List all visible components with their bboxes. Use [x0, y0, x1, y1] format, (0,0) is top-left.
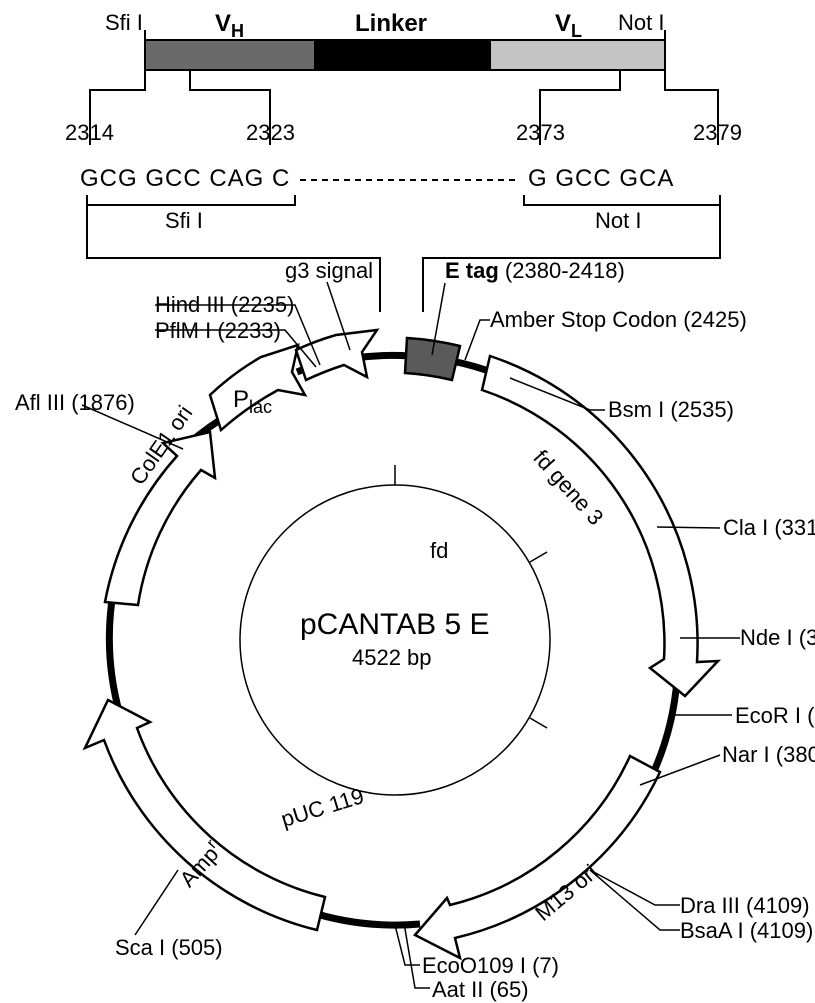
plasmid-size: 4522 bp [352, 645, 432, 671]
vl-segment [490, 40, 665, 70]
hind3-label: Hind III (2235) [155, 292, 294, 318]
right-seq: G GCC GCA [528, 165, 674, 193]
amber-label: Amber Stop Codon (2425) [490, 307, 747, 333]
g3sig-label: g3 signal [285, 258, 373, 284]
linker-segment [315, 40, 490, 70]
ecoo109-label: EcoO109 I (7) [422, 953, 559, 979]
nar1-label: Nar I (3807) [722, 742, 815, 768]
bsaa1-label: BsaA I (4109) [680, 918, 813, 944]
cla1-label: Cla I (3316) [723, 515, 815, 541]
pos-2373: 2373 [516, 120, 565, 146]
not-site: Not I [595, 208, 641, 234]
sfi-site: Sfi I [165, 208, 203, 234]
nde1-label: Nde I (3512) [740, 625, 815, 651]
not-top-label: Not I [618, 10, 664, 36]
sfi-top-label: Sfi I [105, 10, 143, 36]
diagram-svg [0, 0, 815, 1000]
afl3-label: Afl III (1876) [15, 390, 135, 416]
sca1-label: Sca I (505) [115, 935, 223, 961]
left-seq: GCG GCC CAG C [80, 165, 290, 193]
etag-label: E tag (2380-2418) [445, 258, 625, 284]
pos-2323: 2323 [246, 120, 295, 146]
vl-label: VL [555, 10, 582, 42]
aat2-label: Aat II (65) [432, 977, 529, 1003]
ecor1-label: EcoR I (3646) [735, 703, 815, 729]
etag-block [405, 338, 460, 380]
fd-label: fd [430, 538, 448, 564]
pos-2379: 2379 [693, 120, 742, 146]
vh-label: VH [215, 10, 244, 42]
vh-segment [145, 40, 315, 70]
dra3-label: Dra III (4109) [680, 893, 810, 919]
pflm1-label: PflM I (2233) [155, 318, 281, 344]
plasmid-name: pCANTAB 5 E [300, 608, 490, 642]
bsm1-label: Bsm I (2535) [608, 397, 734, 423]
m13-ori-arrow [415, 756, 660, 958]
linker-label: Linker [355, 10, 427, 38]
plac-label: Plac [233, 386, 272, 418]
pos-2314: 2314 [65, 120, 114, 146]
